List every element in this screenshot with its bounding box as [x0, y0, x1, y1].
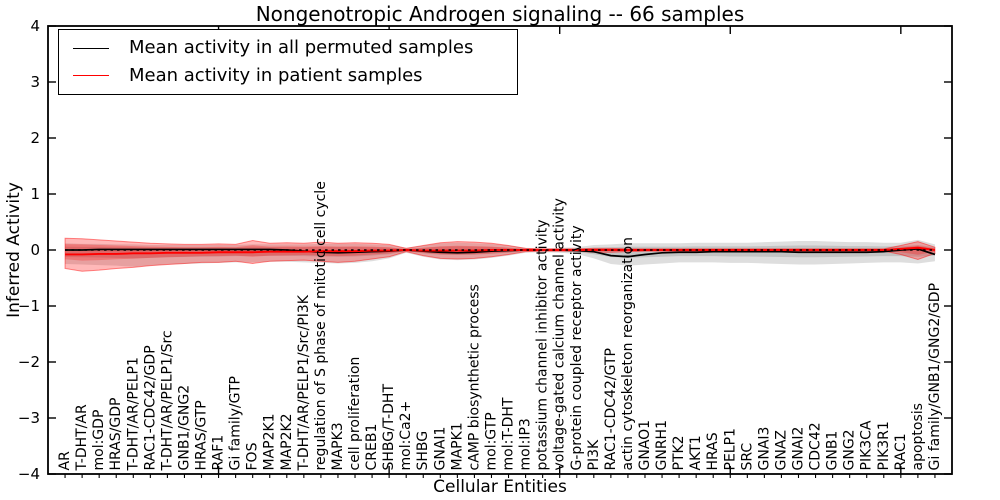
x-entity-label: mol:GTP [483, 412, 499, 470]
x-entity-label: potassium channel inhibitor activity [535, 220, 551, 471]
x-entity-label: RAC1 [893, 433, 909, 470]
x-entity-label: GNRH1 [654, 420, 670, 470]
x-entity-label: mol:GDP [91, 410, 107, 471]
x-entity-label: SHBG/T-DHT [381, 384, 397, 471]
legend: Mean activity in all permuted samples Me… [58, 29, 518, 95]
x-entity-label: T-DHT/AR/PELP1/Src [159, 330, 175, 471]
y-tick-label: −4 [18, 465, 40, 483]
x-entity-label: CREB1 [364, 424, 380, 471]
y-tick-label: 3 [30, 73, 40, 91]
x-entity-label: apoptosis [910, 403, 926, 470]
patient-samples-band [64, 237, 936, 272]
x-entity-label: cell proliferation [347, 357, 363, 471]
y-tick-label: 1 [30, 185, 40, 203]
x-entity-label: SRC [739, 443, 755, 471]
x-entity-label: MAPK3 [330, 422, 346, 470]
y-tick-label: 4 [30, 17, 40, 35]
y-tick-label: −2 [18, 353, 40, 371]
x-entity-label: RAC1-CDC42/GDP [142, 345, 158, 470]
legend-label-patient: Mean activity in patient samples [129, 65, 423, 87]
x-axis-label: Cellular Entities [433, 477, 567, 497]
legend-item-patient: Mean activity in patient samples [73, 66, 517, 86]
y-axis-label: Inferred Activity [4, 182, 24, 318]
y-tick-label: 2 [30, 129, 40, 147]
x-entity-label: GNB1 [825, 431, 841, 471]
x-entity-label: GNAI1 [432, 427, 448, 471]
x-entity-label: SHBG [415, 431, 431, 471]
legend-line-permuted-icon [73, 47, 109, 49]
x-entity-label: mol:T-DHT [501, 397, 517, 470]
x-entity-label: PIK3R1 [876, 421, 892, 470]
x-entity-label: MAP2K1 [262, 413, 278, 470]
x-entity-label: MAPK1 [449, 422, 465, 470]
x-entity-label: MAP2K2 [279, 413, 295, 470]
x-entity-label: T-DHT/AR/PELP1 [125, 357, 141, 471]
patient-mean-line [65, 246, 936, 256]
x-entity-label: G-protein coupled receptor activity [569, 225, 585, 470]
x-entity-label: PI3K [586, 439, 602, 470]
y-tick-label: −3 [18, 409, 40, 427]
chart-title: Nongenotropic Androgen signaling -- 66 s… [255, 2, 745, 26]
x-entity-label: HRAS/GTP [194, 400, 210, 470]
x-entity-label: AKT1 [688, 435, 704, 470]
x-entity-label: CDC42 [808, 422, 824, 470]
x-entity-label: voltage-gated calcium channel activity [552, 198, 568, 470]
x-entity-label: RAF1 [211, 435, 227, 471]
x-entity-label: HRAS [705, 432, 721, 470]
x-entity-label: actin cytoskeleton reorganization [620, 237, 636, 471]
permuted-samples-band [65, 239, 935, 267]
legend-line-patient-icon [73, 75, 109, 77]
x-entity-label: Gi family/GTP [228, 376, 244, 470]
x-entity-label: GNAI2 [790, 427, 806, 471]
x-entity-label: GNAZ [773, 430, 789, 471]
x-entity-label: Gi family/GNB1/GNG2/GDP [927, 283, 943, 471]
y-tick-label: 0 [30, 241, 40, 259]
patient-samples-band [65, 244, 935, 261]
x-entity-label: T-DHT/AR/PELP1/Src/PI3K [296, 294, 312, 471]
x-entity-label: T-DHT/AR [74, 404, 90, 471]
x-entity-label: HRAS/GDP [108, 398, 124, 471]
x-entity-label: AR [57, 451, 73, 471]
x-entity-label: RAC1-CDC42/GTP [603, 348, 619, 470]
legend-item-permuted: Mean activity in all permuted samples [73, 38, 517, 58]
x-entity-label: mol:IP3 [518, 418, 534, 470]
x-entity-label: cAMP biosynthetic process [466, 284, 482, 470]
x-entity-label: PIK3CA [859, 420, 875, 470]
y-tick-label: −1 [18, 297, 40, 315]
legend-label-permuted: Mean activity in all permuted samples [129, 37, 474, 59]
x-entity-label: PTK2 [671, 435, 687, 470]
x-entity-label: GNB1/GNG2 [176, 385, 192, 471]
x-entity-label: PELP1 [722, 428, 738, 470]
x-entity-label: regulation of S phase of mitotic cell cy… [313, 181, 329, 470]
x-entity-label: GNAO1 [637, 420, 653, 471]
x-entity-label: GNG2 [842, 429, 858, 470]
x-entity-label: GNAI3 [756, 427, 772, 471]
x-entity-label: FOS [245, 442, 261, 470]
x-entity-label: mol:Ca2+ [398, 401, 414, 471]
